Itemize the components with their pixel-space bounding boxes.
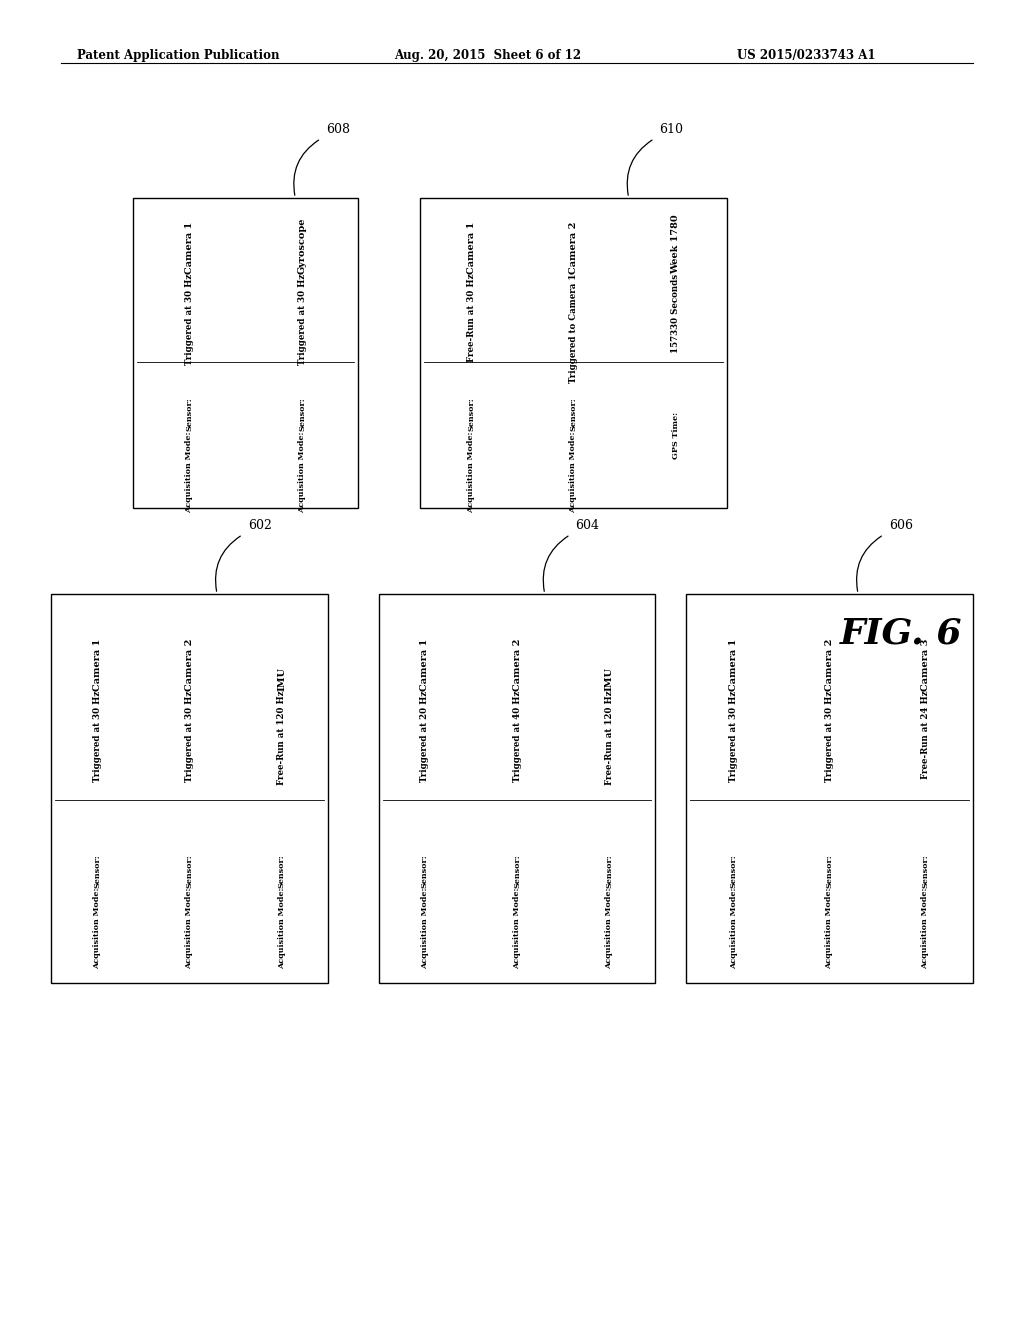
Text: 604: 604 bbox=[575, 519, 599, 532]
Text: Camera 2: Camera 2 bbox=[569, 222, 578, 273]
Text: Camera 2: Camera 2 bbox=[185, 638, 194, 690]
Text: Camera 2: Camera 2 bbox=[825, 638, 834, 690]
Text: Triggered at 40 Hz: Triggered at 40 Hz bbox=[513, 690, 521, 781]
Bar bbox=[686, 594, 973, 983]
Text: Acquisition Mode:: Acquisition Mode: bbox=[185, 432, 194, 513]
Text: Sensor:: Sensor: bbox=[467, 397, 475, 432]
Text: Camera 1: Camera 1 bbox=[421, 639, 429, 690]
Text: Acquisition Mode:: Acquisition Mode: bbox=[298, 432, 306, 513]
Text: Sensor:: Sensor: bbox=[421, 854, 429, 888]
Text: Triggered at 30 Hz: Triggered at 30 Hz bbox=[825, 690, 834, 781]
Text: 606: 606 bbox=[889, 519, 912, 532]
Bar bbox=[420, 198, 727, 508]
Text: Camera 1: Camera 1 bbox=[467, 222, 475, 273]
Text: Acquisition Mode:: Acquisition Mode: bbox=[825, 888, 834, 969]
Text: Acquisition Mode:: Acquisition Mode: bbox=[421, 888, 429, 969]
Text: Triggered at 20 Hz: Triggered at 20 Hz bbox=[421, 690, 429, 781]
Text: Sensor:: Sensor: bbox=[569, 397, 578, 432]
Text: Triggered at 30 Hz: Triggered at 30 Hz bbox=[185, 690, 194, 781]
Bar bbox=[379, 594, 655, 983]
Text: Acquisition Mode:: Acquisition Mode: bbox=[185, 888, 194, 969]
Text: Aug. 20, 2015  Sheet 6 of 12: Aug. 20, 2015 Sheet 6 of 12 bbox=[394, 49, 582, 62]
Text: Acquisition Mode:: Acquisition Mode: bbox=[278, 888, 286, 969]
Text: Camera 2: Camera 2 bbox=[513, 638, 521, 690]
Text: Triggered to Camera 1: Triggered to Camera 1 bbox=[569, 273, 578, 383]
Bar bbox=[51, 594, 328, 983]
Text: Sensor:: Sensor: bbox=[825, 854, 834, 888]
Text: Sensor:: Sensor: bbox=[278, 854, 286, 888]
Text: Acquisition Mode:: Acquisition Mode: bbox=[467, 432, 475, 513]
Text: Triggered at 30 Hz: Triggered at 30 Hz bbox=[185, 273, 194, 364]
Text: Free-Run at 24 Hz: Free-Run at 24 Hz bbox=[921, 690, 930, 779]
Text: Acquisition Mode:: Acquisition Mode: bbox=[569, 432, 578, 513]
Text: Triggered at 30 Hz: Triggered at 30 Hz bbox=[729, 690, 738, 781]
Text: Sensor:: Sensor: bbox=[93, 854, 101, 888]
Text: Camera 1: Camera 1 bbox=[93, 639, 101, 690]
Text: Sensor:: Sensor: bbox=[605, 854, 613, 888]
Text: Free-Run at 120 Hz: Free-Run at 120 Hz bbox=[278, 690, 286, 785]
Text: Sensor:: Sensor: bbox=[513, 854, 521, 888]
Text: Sensor:: Sensor: bbox=[921, 854, 929, 888]
Text: US 2015/0233743 A1: US 2015/0233743 A1 bbox=[737, 49, 876, 62]
Text: Sensor:: Sensor: bbox=[298, 397, 306, 432]
Text: 157330 Seconds: 157330 Seconds bbox=[672, 273, 680, 352]
Text: 608: 608 bbox=[326, 123, 350, 136]
Text: Acquisition Mode:: Acquisition Mode: bbox=[93, 888, 101, 969]
Text: FIG. 6: FIG. 6 bbox=[840, 616, 963, 651]
Text: IMU: IMU bbox=[605, 667, 613, 690]
Text: Camera 1: Camera 1 bbox=[729, 639, 738, 690]
Text: Sensor:: Sensor: bbox=[730, 854, 738, 888]
Text: Camera 3: Camera 3 bbox=[921, 638, 930, 690]
Text: Gyroscope: Gyroscope bbox=[298, 216, 306, 273]
Text: Patent Application Publication: Patent Application Publication bbox=[77, 49, 280, 62]
Text: Free-Run at 30 Hz: Free-Run at 30 Hz bbox=[467, 273, 475, 362]
Text: 610: 610 bbox=[659, 123, 683, 136]
Text: Camera 1: Camera 1 bbox=[185, 222, 194, 273]
Text: Acquisition Mode:: Acquisition Mode: bbox=[513, 888, 521, 969]
Text: Sensor:: Sensor: bbox=[185, 854, 194, 888]
Text: GPS Time:: GPS Time: bbox=[672, 412, 680, 459]
Text: Acquisition Mode:: Acquisition Mode: bbox=[921, 888, 929, 969]
Text: Week 1780: Week 1780 bbox=[672, 214, 680, 273]
Text: Free-Run at 120 Hz: Free-Run at 120 Hz bbox=[605, 690, 613, 785]
Text: Acquisition Mode:: Acquisition Mode: bbox=[730, 888, 738, 969]
Text: 602: 602 bbox=[248, 519, 271, 532]
Text: Triggered at 30 Hz: Triggered at 30 Hz bbox=[298, 273, 306, 364]
Text: Triggered at 30 Hz: Triggered at 30 Hz bbox=[93, 690, 101, 781]
Text: Acquisition Mode:: Acquisition Mode: bbox=[605, 888, 613, 969]
Text: Sensor:: Sensor: bbox=[185, 397, 194, 432]
Text: IMU: IMU bbox=[278, 667, 286, 690]
Bar bbox=[133, 198, 358, 508]
